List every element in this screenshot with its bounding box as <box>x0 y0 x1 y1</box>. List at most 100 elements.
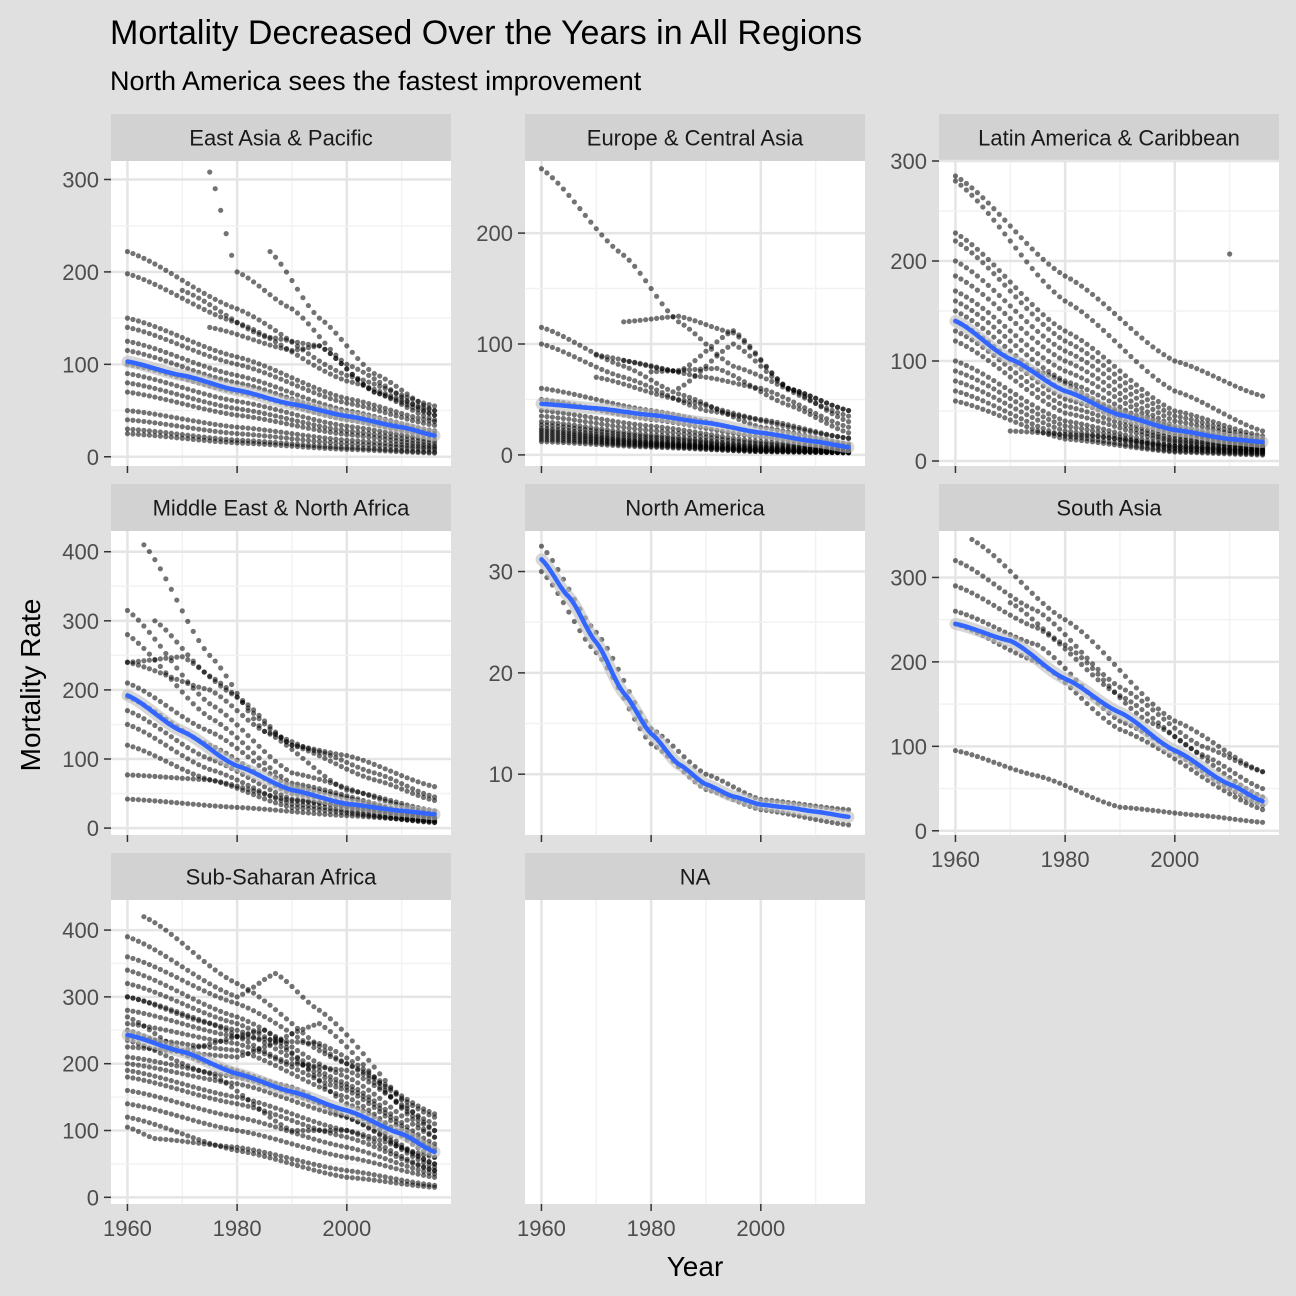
data-point <box>124 248 131 255</box>
data-point <box>278 1049 284 1055</box>
data-point <box>305 425 312 431</box>
data-point <box>355 381 361 387</box>
data-point <box>377 383 383 389</box>
data-point <box>377 379 383 385</box>
data-point <box>207 802 213 809</box>
data-point <box>223 673 229 679</box>
data-point <box>294 383 301 389</box>
data-point <box>1040 430 1046 436</box>
data-point <box>218 429 224 435</box>
data-point <box>719 348 726 354</box>
data-point <box>560 186 566 192</box>
data-point <box>240 425 246 431</box>
data-point <box>1029 390 1035 397</box>
data-point <box>152 977 158 983</box>
data-point <box>261 287 268 293</box>
data-point <box>1133 445 1140 451</box>
data-point <box>1161 402 1167 408</box>
data-point <box>1117 404 1123 410</box>
data-point <box>382 780 388 786</box>
data-point <box>1035 316 1041 322</box>
data-point <box>1155 711 1161 718</box>
data-point <box>190 949 196 956</box>
data-point <box>294 423 301 429</box>
data-point <box>1133 430 1140 436</box>
data-point <box>1205 450 1211 456</box>
data-point <box>152 618 158 624</box>
data-point <box>190 359 196 365</box>
data-point <box>985 408 991 414</box>
smooth-line <box>539 557 851 820</box>
data-point <box>377 448 383 454</box>
data-point <box>179 678 185 685</box>
data-point <box>1062 403 1068 409</box>
data-point <box>763 387 769 393</box>
data-point <box>1095 367 1101 373</box>
data-point <box>1161 809 1167 815</box>
data-point <box>985 577 991 583</box>
data-point <box>952 173 959 179</box>
data-point <box>1100 395 1107 401</box>
data-point <box>174 775 180 781</box>
data-point <box>278 801 284 808</box>
data-point <box>141 773 147 779</box>
data-point <box>300 432 306 438</box>
data-point <box>615 419 621 425</box>
data-point <box>256 331 262 337</box>
data-point <box>692 366 698 373</box>
data-point <box>135 431 142 437</box>
data-point <box>952 388 959 394</box>
data-point <box>207 981 213 987</box>
data-point <box>747 353 753 359</box>
data-point <box>1100 650 1107 656</box>
data-point <box>1013 596 1019 602</box>
data-point <box>316 315 322 321</box>
data-point <box>190 425 196 431</box>
data-point <box>1177 810 1183 817</box>
data-point <box>1029 623 1035 629</box>
data-point <box>278 1044 284 1050</box>
data-point <box>393 784 399 790</box>
data-point <box>152 753 158 759</box>
data-point <box>146 410 152 416</box>
data-point <box>174 597 180 603</box>
data-point <box>577 413 583 419</box>
data-point <box>980 325 986 331</box>
data-point <box>333 751 339 757</box>
data-point <box>571 412 577 418</box>
data-point <box>1128 384 1134 390</box>
data-point <box>157 670 163 676</box>
data-point <box>426 421 432 427</box>
data-point <box>300 346 306 352</box>
data-point <box>1002 333 1008 339</box>
data-point <box>974 311 980 317</box>
data-point <box>621 358 627 364</box>
data-point <box>179 277 185 283</box>
data-point <box>218 357 224 363</box>
data-point <box>752 415 758 422</box>
data-point <box>1166 448 1172 455</box>
data-point <box>212 408 218 414</box>
data-point <box>555 180 561 186</box>
data-point <box>344 759 350 766</box>
data-point <box>1078 790 1085 796</box>
data-point <box>261 784 268 790</box>
data-point <box>593 441 599 447</box>
data-point <box>758 389 764 395</box>
data-point <box>1084 387 1090 393</box>
data-point <box>1259 428 1266 434</box>
data-point <box>305 437 312 444</box>
data-point <box>240 983 246 989</box>
data-point <box>1128 398 1134 404</box>
data-point <box>1084 287 1090 293</box>
data-point <box>174 383 180 389</box>
data-point <box>311 445 317 451</box>
y-tick-label: 0 <box>915 819 927 844</box>
data-point <box>256 283 262 289</box>
data-point <box>1210 373 1216 379</box>
data-point <box>338 376 344 382</box>
data-point <box>327 445 333 452</box>
data-point <box>1018 252 1024 258</box>
data-point <box>201 420 207 426</box>
data-point <box>135 662 142 668</box>
